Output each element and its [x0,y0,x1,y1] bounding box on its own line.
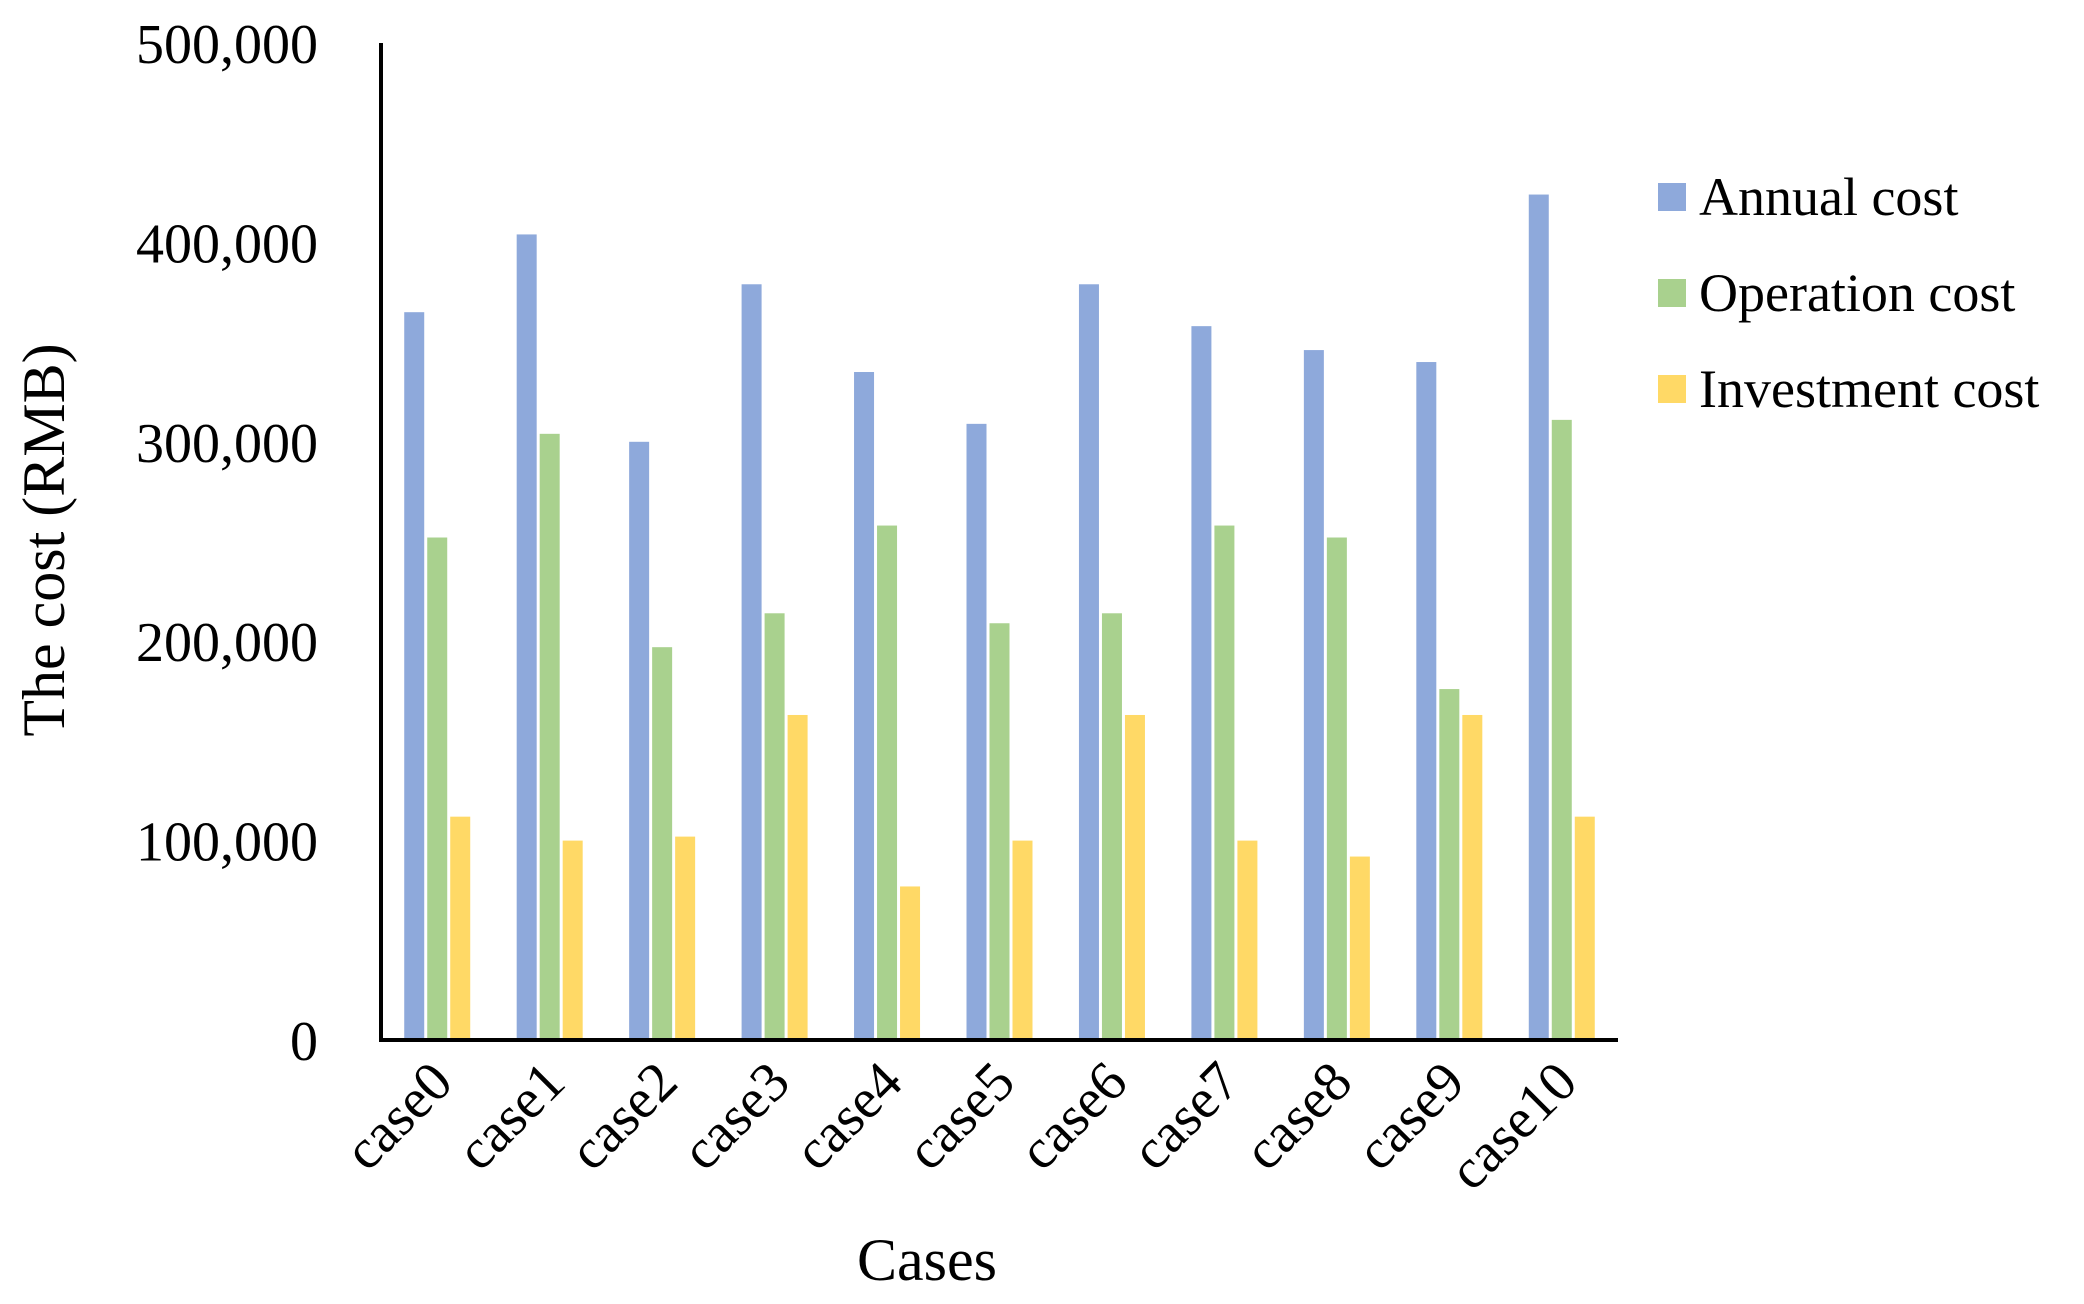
bar-operation-cost-case1 [539,433,560,1041]
bar-investment-cost-case5 [1012,840,1033,1040]
bar-operation-cost-case6 [1101,613,1122,1040]
x-tick-label: case7 [1120,1050,1252,1182]
bar-operation-cost-case9 [1439,689,1460,1040]
legend-swatch [1658,375,1686,403]
bar-investment-cost-case8 [1349,856,1370,1040]
bar-operation-cost-case4 [877,525,898,1040]
bar-annual-cost-case0 [404,312,425,1040]
bar-investment-cost-case3 [787,714,808,1040]
bar-operation-cost-case3 [764,613,785,1040]
bar-annual-cost-case2 [629,441,650,1040]
bar-investment-cost-case6 [1124,714,1145,1040]
bar-annual-cost-case4 [854,372,875,1040]
bar-annual-cost-case7 [1191,326,1212,1040]
x-axis-title: Cases [857,1227,997,1293]
y-tick-label: 400,000 [136,213,318,275]
bar-investment-cost-case0 [450,816,471,1040]
bar-annual-cost-case10 [1528,194,1549,1040]
x-axis-ticks: case0case1case2case3case4case5case6case7… [333,1050,1589,1202]
legend-swatch [1658,183,1686,211]
bar-operation-cost-case10 [1551,419,1572,1041]
bar-annual-cost-case3 [741,284,762,1040]
y-tick-label: 0 [290,1011,318,1073]
bar-annual-cost-case5 [966,423,987,1040]
y-axis-ticks: 0 100,000 200,000 300,000 400,000 500,000 [136,14,318,1073]
x-tick-label: case4 [782,1050,914,1182]
bar-annual-cost-case1 [516,234,537,1040]
legend-swatch [1658,279,1686,307]
y-tick-label: 500,000 [136,14,318,76]
x-tick-label: case3 [670,1050,802,1182]
legend-label: Annual cost [1699,167,1958,227]
legend-label: Operation cost [1699,263,2015,323]
y-tick-label: 300,000 [136,413,318,475]
bar-annual-cost-case6 [1078,284,1099,1040]
x-tick-label: case2 [558,1050,690,1182]
bar-annual-cost-case8 [1303,350,1324,1040]
bar-investment-cost-case7 [1237,840,1258,1040]
x-tick-label: case8 [1232,1050,1364,1182]
y-axis-title: The cost (RMB) [11,343,77,736]
bar-investment-cost-case1 [562,840,583,1040]
bars-layer [404,194,1595,1041]
bar-investment-cost-case2 [675,836,696,1040]
x-tick-label: case5 [895,1050,1027,1182]
bar-operation-cost-case8 [1326,537,1347,1040]
legend-label: Investment cost [1699,359,2039,419]
bar-investment-cost-case4 [900,886,921,1040]
x-tick-label: case0 [333,1050,465,1182]
bar-operation-cost-case0 [427,537,448,1040]
y-tick-label: 200,000 [136,612,318,674]
x-tick-label: case10 [1437,1050,1589,1202]
bar-investment-cost-case10 [1574,816,1595,1040]
bar-operation-cost-case2 [652,647,673,1040]
x-tick-label: case6 [1007,1050,1139,1182]
bar-investment-cost-case9 [1462,714,1483,1040]
x-tick-label: case1 [445,1050,577,1182]
bar-operation-cost-case5 [989,623,1010,1040]
y-tick-label: 100,000 [136,812,318,874]
legend: Annual cost Operation cost Investment cost [1658,167,2039,419]
bar-annual-cost-case9 [1416,362,1437,1040]
bar-operation-cost-case7 [1214,525,1235,1040]
